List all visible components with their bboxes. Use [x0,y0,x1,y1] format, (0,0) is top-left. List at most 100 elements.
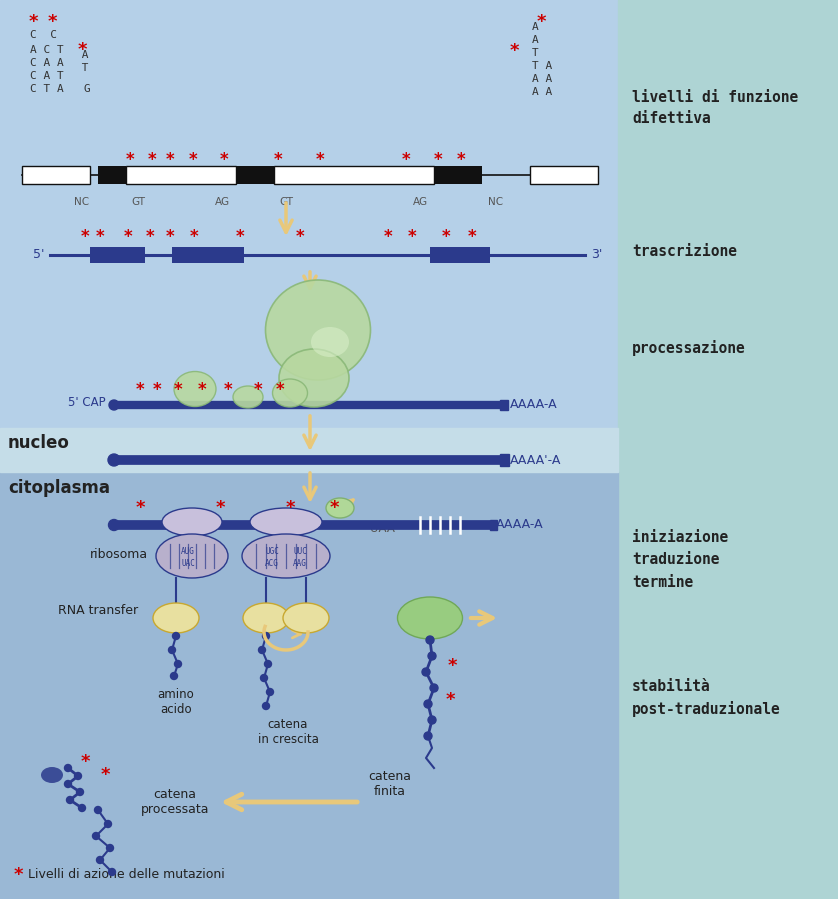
Text: AG: AG [412,197,427,207]
Text: *: * [80,753,90,771]
Text: *: * [135,499,145,517]
Text: A: A [532,22,539,32]
Text: *: * [198,381,206,399]
Circle shape [174,661,182,667]
Text: flanking: flanking [545,171,583,181]
Circle shape [96,857,104,864]
Circle shape [79,805,85,812]
Circle shape [76,788,84,796]
Text: livelli di funzione
difettiva: livelli di funzione difettiva [632,90,799,126]
Circle shape [173,633,179,639]
Bar [618,0,838,899]
Circle shape [428,716,436,724]
Bar [90,247,145,263]
Text: *: * [457,151,465,169]
Circle shape [262,633,270,639]
Text: *: * [442,228,450,246]
Text: UUC: UUC [293,547,307,556]
Bar [500,454,509,466]
Text: *: * [126,151,134,169]
Text: *: * [166,151,174,169]
Text: *: * [254,381,262,399]
Text: *: * [329,499,339,517]
Text: trascrizione: trascrizione [632,245,737,260]
Circle shape [109,400,119,410]
Text: *: * [189,151,197,169]
Text: 3': 3' [591,248,603,262]
Text: NC: NC [75,197,90,207]
Text: catena
in crescita: catena in crescita [257,718,318,746]
Text: T A: T A [532,61,552,71]
Bar [530,166,598,184]
Text: A: A [75,50,89,60]
Text: AAAA-A: AAAA-A [496,519,544,531]
Text: GT: GT [131,197,145,207]
Text: iniziazione
traduzione
termine: iniziazione traduzione termine [632,530,728,590]
Ellipse shape [174,371,216,406]
Ellipse shape [156,534,228,578]
Bar [430,247,490,263]
Circle shape [168,646,175,654]
Bar [22,166,90,184]
Bar [98,166,126,184]
Text: UAC: UAC [181,558,195,567]
Text: amino
acido: amino acido [158,688,194,716]
Circle shape [92,832,100,840]
Text: catena
finita: catena finita [369,770,411,798]
Ellipse shape [162,508,222,536]
Text: AAAA'-A: AAAA'-A [510,453,561,467]
Text: *: * [434,151,442,169]
Circle shape [262,702,270,709]
Text: *: * [274,151,282,169]
Bar [500,400,508,410]
Text: T: T [532,48,539,58]
Text: GT: GT [279,197,293,207]
Text: *: * [447,657,457,675]
Text: *: * [316,151,324,169]
Text: UGC: UGC [265,547,279,556]
Text: AG: AG [215,197,230,207]
Bar [0,0,618,899]
Text: *: * [13,866,23,884]
Text: *: * [276,381,284,399]
Ellipse shape [272,379,308,407]
Circle shape [422,668,430,676]
Circle shape [258,646,266,654]
Circle shape [424,700,432,708]
Text: C A T: C A T [30,71,64,81]
Circle shape [108,454,120,466]
Ellipse shape [326,498,354,518]
Text: *: * [173,381,183,399]
Ellipse shape [242,534,330,578]
Circle shape [108,520,120,530]
Bar [0,472,618,899]
Text: *: * [124,228,132,246]
Text: *: * [166,228,174,246]
Circle shape [65,780,71,788]
Text: A A: A A [532,87,552,97]
Text: ACG: ACG [265,558,279,567]
Text: ribosoma: ribosoma [90,548,148,562]
Text: *: * [445,691,455,709]
Text: *: * [47,13,57,31]
Text: *: * [235,228,245,246]
Text: *: * [468,228,476,246]
Text: AUG: AUG [181,547,195,556]
Text: *: * [285,499,295,517]
Ellipse shape [153,603,199,633]
Circle shape [95,806,101,814]
Text: A C T: A C T [30,45,64,55]
Ellipse shape [41,767,63,783]
Text: *: * [77,41,87,59]
Text: C T A   G: C T A G [30,84,91,94]
Ellipse shape [283,603,329,633]
Ellipse shape [233,386,263,408]
Circle shape [426,636,434,644]
Text: stabilità
post-traduzionale: stabilità post-traduzionale [632,680,781,717]
Bar [172,247,244,263]
Text: nucleo: nucleo [8,434,70,452]
Bar [434,166,482,184]
Text: C  C: C C [30,30,57,40]
Text: IVS 1: IVS 1 [167,171,195,181]
Text: *: * [215,499,225,517]
